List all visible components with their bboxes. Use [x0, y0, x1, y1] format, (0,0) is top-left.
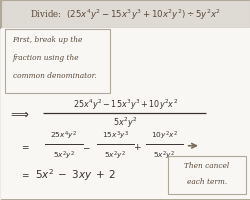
Text: $5x^2y^2$: $5x^2y^2$: [153, 149, 175, 161]
Text: $25x^4y^2 - 15x^3y^3 + 10y^2x^{2}$: $25x^4y^2 - 15x^3y^3 + 10y^2x^{2}$: [73, 97, 177, 111]
Text: $=$: $=$: [20, 142, 30, 150]
FancyBboxPatch shape: [1, 29, 249, 199]
Text: $25x^4y^2$: $25x^4y^2$: [50, 129, 77, 141]
Text: $5x^2\;-\;3xy\;+\;2$: $5x^2\;-\;3xy\;+\;2$: [34, 166, 116, 182]
Text: $\Longrightarrow$: $\Longrightarrow$: [8, 108, 29, 120]
Text: $5x^2y^2$: $5x^2y^2$: [53, 149, 75, 161]
FancyBboxPatch shape: [168, 156, 245, 194]
Text: $5x^2y^2$: $5x^2y^2$: [113, 115, 137, 129]
Text: Then cancel: Then cancel: [184, 161, 229, 169]
Text: each term.: each term.: [186, 177, 226, 185]
Text: $-$: $-$: [82, 142, 90, 150]
Text: $5x^2y^2$: $5x^2y^2$: [104, 149, 126, 161]
Text: $=$: $=$: [20, 170, 30, 178]
Text: First, break up the: First, break up the: [12, 36, 82, 44]
FancyBboxPatch shape: [5, 30, 110, 94]
Text: $15x^3y^3$: $15x^3y^3$: [102, 129, 128, 141]
FancyBboxPatch shape: [0, 0, 250, 29]
Text: common denominator.: common denominator.: [12, 72, 96, 80]
Text: $+$: $+$: [133, 141, 141, 151]
Text: fraction using the: fraction using the: [12, 54, 79, 62]
Text: $10y^2x^2$: $10y^2x^2$: [150, 129, 177, 141]
Text: Divide:  $(25x^4y^2-15x^3y^3+10x^2y^2)\div 5y^2x^2$: Divide: $(25x^4y^2-15x^3y^3+10x^2y^2)\di…: [30, 7, 220, 22]
